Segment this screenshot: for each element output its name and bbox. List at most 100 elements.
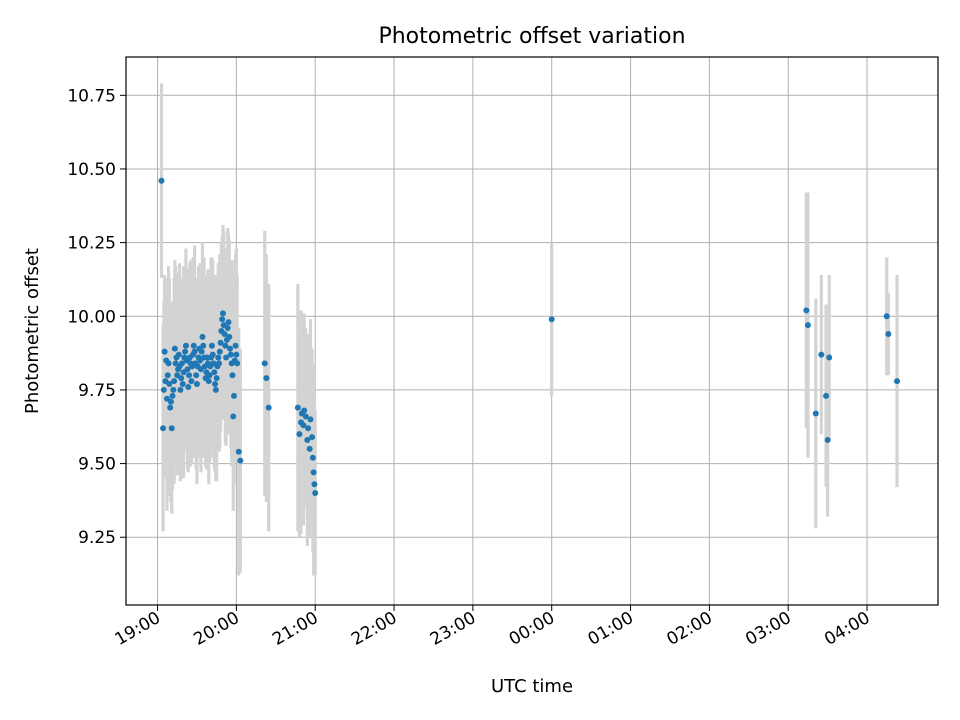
- data-point: [191, 348, 198, 355]
- data-point: [826, 354, 833, 361]
- data-point: [171, 345, 178, 352]
- grid: [126, 57, 938, 605]
- data-point: [234, 360, 241, 367]
- data-point: [229, 372, 236, 379]
- data-point: [206, 372, 213, 379]
- data-point: [170, 386, 177, 393]
- data-point: [216, 360, 223, 367]
- y-tick-label: 10.25: [67, 234, 116, 254]
- data-point: [812, 410, 819, 417]
- data-point: [175, 351, 182, 358]
- data-point: [309, 434, 316, 441]
- data-point: [823, 392, 830, 399]
- data-point: [305, 425, 312, 432]
- data-point: [216, 348, 223, 355]
- data-point: [233, 351, 240, 358]
- data-point: [182, 342, 189, 349]
- data-points: [158, 177, 901, 497]
- data-point: [300, 422, 307, 429]
- data-point: [219, 316, 226, 323]
- data-point: [265, 404, 272, 411]
- data-point: [223, 354, 230, 361]
- data-point: [225, 319, 232, 326]
- data-point: [198, 348, 205, 355]
- data-point: [169, 392, 176, 399]
- data-point: [885, 330, 892, 337]
- data-point: [824, 437, 831, 444]
- y-ticks: 9.25 9.50 9.75 10.00 10.25 10.50 10.75: [67, 86, 126, 548]
- data-point: [158, 177, 165, 184]
- data-point: [219, 310, 226, 317]
- data-point: [193, 372, 200, 379]
- data-point: [310, 469, 317, 476]
- data-point: [224, 325, 231, 332]
- data-point: [205, 378, 212, 385]
- data-point: [178, 360, 185, 367]
- data-point: [179, 381, 186, 388]
- data-point: [165, 360, 172, 367]
- data-point: [164, 372, 171, 379]
- data-point: [803, 307, 810, 314]
- data-point: [200, 342, 207, 349]
- data-point: [227, 351, 234, 358]
- y-tick-label: 9.50: [78, 455, 116, 475]
- data-point: [309, 454, 316, 461]
- y-axis-title: Photometric offset: [22, 248, 43, 414]
- data-point: [217, 339, 224, 346]
- data-point: [167, 404, 174, 411]
- data-point: [178, 375, 185, 382]
- y-tick-label: 9.25: [78, 528, 116, 548]
- data-point: [230, 413, 237, 420]
- data-point: [167, 398, 174, 405]
- data-point: [263, 375, 270, 382]
- plot-frame: [125, 56, 939, 606]
- data-point: [237, 457, 244, 464]
- data-point: [213, 375, 220, 382]
- data-point: [193, 381, 200, 388]
- data-point: [306, 445, 313, 452]
- data-point: [171, 378, 178, 385]
- y-tick-label: 10.75: [67, 86, 116, 106]
- data-point: [294, 404, 301, 411]
- data-point: [222, 342, 229, 349]
- data-point: [232, 342, 239, 349]
- data-point: [231, 392, 238, 399]
- data-point: [209, 351, 216, 358]
- data-point: [221, 330, 228, 337]
- data-point: [311, 481, 318, 488]
- data-point: [212, 386, 219, 393]
- data-point: [296, 431, 303, 438]
- data-point: [211, 369, 218, 376]
- data-point: [185, 383, 192, 390]
- data-point: [188, 378, 195, 385]
- data-point: [199, 333, 206, 340]
- data-point: [160, 425, 167, 432]
- data-point: [312, 490, 319, 497]
- data-point: [166, 381, 173, 388]
- data-point: [894, 378, 901, 385]
- data-point: [182, 348, 189, 355]
- data-point: [804, 322, 811, 329]
- data-point: [548, 316, 555, 323]
- data-point: [161, 348, 168, 355]
- data-point: [186, 372, 193, 379]
- data-point: [307, 416, 314, 423]
- data-point: [190, 342, 197, 349]
- y-tick-label: 9.75: [78, 381, 116, 401]
- y-tick-label: 10.00: [67, 307, 116, 327]
- y-tick-label: 10.50: [67, 160, 116, 180]
- data-point: [227, 345, 234, 352]
- data-point: [235, 448, 242, 455]
- data-point: [168, 425, 175, 432]
- chart-title: Photometric offset variation: [378, 24, 685, 49]
- data-point: [302, 413, 309, 420]
- data-point: [184, 366, 191, 373]
- data-point: [208, 342, 215, 349]
- data-point: [883, 313, 890, 320]
- data-point: [160, 386, 167, 393]
- data-point: [261, 360, 268, 367]
- x-axis-title: UTC time: [491, 676, 573, 697]
- data-point: [301, 407, 308, 414]
- data-point: [177, 386, 184, 393]
